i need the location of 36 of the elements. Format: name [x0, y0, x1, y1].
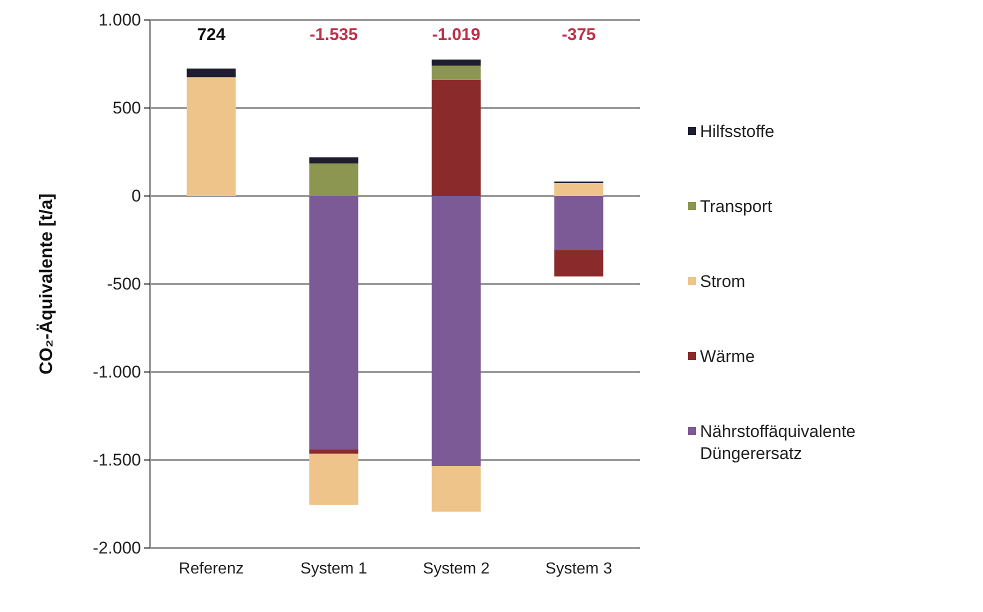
annotation: -375 [562, 25, 596, 44]
y-tick-label: 0 [132, 186, 141, 206]
bar [554, 196, 604, 250]
y-tick-label: -500 [106, 274, 141, 294]
bar [432, 66, 481, 80]
bar [186, 68, 236, 78]
y-tick-label: -1.000 [92, 362, 141, 382]
annotation: -1.019 [432, 25, 480, 44]
y-axis-title: CO₂-Äquivalente [t/a] [36, 193, 56, 375]
annotation: -1.535 [310, 25, 358, 44]
bar [432, 80, 481, 196]
bar [309, 454, 358, 505]
legend-label: Nährstoffäquivalente Düngerersatz [700, 422, 856, 464]
bar [309, 449, 358, 454]
x-tick-label: System 1 [300, 560, 368, 578]
bar [554, 250, 604, 276]
legend-label: Transport [700, 197, 772, 216]
y-tick-label: 1.000 [98, 10, 141, 30]
bar [309, 196, 358, 450]
legend-label: Wärme [700, 347, 755, 366]
bar [432, 466, 481, 512]
bar [309, 157, 358, 164]
bar [554, 182, 604, 196]
legend-label: Strom [700, 272, 746, 291]
bar [432, 60, 481, 66]
y-tick-label: -1.500 [92, 450, 141, 470]
x-tick-label: System 3 [545, 560, 612, 578]
annotation: 724 [197, 25, 226, 44]
bar [186, 77, 236, 196]
y-tick-label: 500 [112, 98, 141, 118]
x-tick-label: System 2 [422, 560, 490, 578]
x-tick-label: Referenz [178, 560, 244, 578]
bar [309, 163, 358, 196]
y-tick-label: -2.000 [92, 538, 141, 558]
bar [432, 196, 481, 466]
legend-label: Hilfsstoffe [700, 122, 774, 141]
